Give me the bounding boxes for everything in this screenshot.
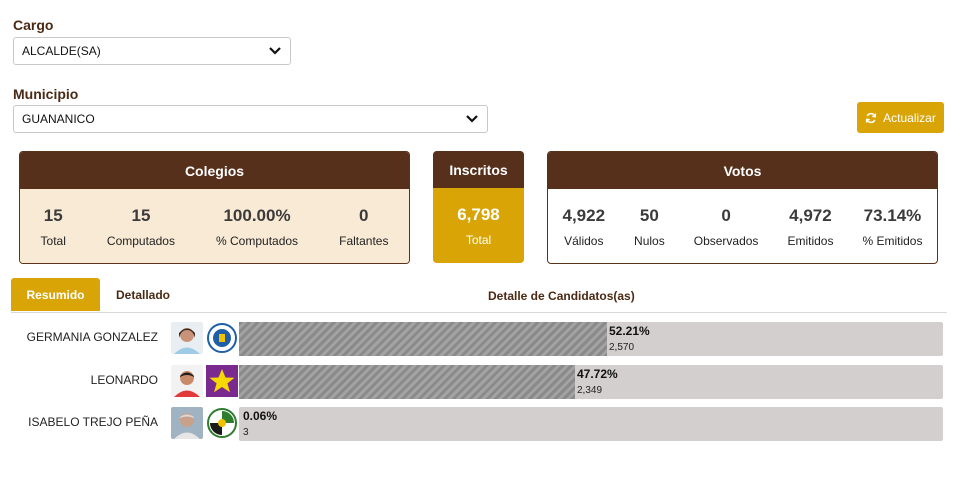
vote-percent: 52.21% bbox=[609, 324, 650, 338]
party-logo-icon bbox=[207, 408, 237, 438]
stat-label: % Computados bbox=[216, 233, 299, 248]
inscritos-card: Inscritos 6,798 Total bbox=[433, 151, 524, 263]
vote-bar-fill bbox=[239, 365, 575, 399]
cargo-label: Cargo bbox=[13, 17, 54, 33]
candidate-photo-icon bbox=[171, 365, 203, 397]
vote-bar-track: 52.21% 2,570 bbox=[239, 322, 943, 356]
stat-label: Nulos bbox=[634, 233, 665, 248]
votos-emitidos-stat: 4,972 Emitidos bbox=[787, 206, 833, 248]
votos-pct-emitidos-stat: 73.14% % Emitidos bbox=[862, 206, 922, 248]
colegios-computados-stat: 15 Computados bbox=[107, 206, 175, 248]
municipio-select-value: GUANANICO bbox=[22, 112, 95, 126]
stat-label: Emitidos bbox=[787, 233, 834, 248]
vote-bar-fill bbox=[239, 322, 607, 356]
colegios-pct-computados-stat: 100.00% % Computados bbox=[216, 206, 298, 248]
stat-value: 73.14% bbox=[863, 205, 922, 225]
party-logo-icon bbox=[207, 323, 237, 353]
colegios-total-stat: 15 Total bbox=[41, 206, 66, 248]
stat-value: 15 bbox=[131, 205, 151, 225]
tab-detallado[interactable]: Detallado bbox=[115, 287, 170, 302]
municipio-label: Municipio bbox=[13, 86, 79, 102]
stat-label: % Emitidos bbox=[862, 233, 923, 248]
chevron-down-icon bbox=[269, 47, 281, 55]
stat-value: 50 bbox=[639, 205, 659, 225]
colegios-faltantes-stat: 0 Faltantes bbox=[339, 206, 388, 248]
tab-resumido[interactable]: Resumido bbox=[11, 278, 100, 311]
candidate-photo-icon bbox=[171, 407, 203, 439]
candidate-row: ISABELO TREJO PEÑA 0.06% 3 bbox=[11, 405, 947, 441]
stat-value: 4,972 bbox=[789, 205, 832, 225]
refresh-icon bbox=[866, 112, 877, 123]
municipio-select[interactable]: GUANANICO bbox=[13, 105, 488, 133]
candidate-name: ISABELO TREJO PEÑA bbox=[28, 415, 158, 429]
update-button-label: Actualizar bbox=[883, 110, 936, 125]
stat-value: 0 bbox=[721, 205, 731, 225]
vote-count: 3 bbox=[243, 427, 249, 438]
vote-count: 2,570 bbox=[609, 342, 635, 353]
vote-count: 2,349 bbox=[577, 385, 603, 396]
candidate-row: LEONARDO 47.72% 2,349 bbox=[11, 363, 947, 399]
vote-bar-track: 0.06% 3 bbox=[239, 407, 943, 441]
inscritos-title: Inscritos bbox=[433, 151, 524, 188]
stat-value: 6,798 bbox=[457, 204, 500, 224]
candidate-name: LEONARDO bbox=[90, 373, 158, 387]
colegios-card: Colegios 15 Total 15 Computados 100.00% … bbox=[19, 151, 410, 264]
colegios-title: Colegios bbox=[20, 152, 409, 189]
stat-label: Faltantes bbox=[339, 233, 389, 248]
candidate-row: GERMANIA GONZALEZ 52.21% 2,570 bbox=[11, 320, 947, 356]
tab-divider bbox=[11, 312, 947, 313]
stat-label: Válidos bbox=[564, 233, 604, 248]
stat-label: Computados bbox=[106, 233, 175, 248]
vote-percent: 0.06% bbox=[243, 409, 278, 423]
votos-card: Votos 4,922 Válidos 50 Nulos 0 Observado… bbox=[547, 151, 938, 264]
cargo-select-value: ALCALDE(SA) bbox=[22, 44, 101, 58]
votos-nulos-stat: 50 Nulos bbox=[634, 206, 665, 248]
cargo-select[interactable]: ALCALDE(SA) bbox=[13, 37, 291, 65]
candidate-photo-icon bbox=[171, 322, 203, 354]
stat-value: 15 bbox=[43, 205, 63, 225]
candidate-name: GERMANIA GONZALEZ bbox=[26, 330, 158, 344]
stat-value: 0 bbox=[359, 205, 369, 225]
stat-value: 4,922 bbox=[562, 205, 606, 225]
stat-label: Total bbox=[465, 232, 492, 247]
vote-bar-track: 47.72% 2,349 bbox=[239, 365, 943, 399]
stat-label: Total bbox=[40, 233, 66, 248]
candidates-section-title: Detalle de Candidatos(as) bbox=[488, 289, 635, 303]
stat-label: Observados bbox=[693, 233, 759, 248]
inscritos-total-stat: 6,798 Total bbox=[457, 205, 500, 247]
vote-percent: 47.72% bbox=[577, 367, 618, 381]
chevron-down-icon bbox=[466, 115, 478, 123]
votos-validos-stat: 4,922 Válidos bbox=[563, 206, 606, 248]
votos-observados-stat: 0 Observados bbox=[694, 206, 759, 248]
votos-title: Votos bbox=[548, 152, 937, 189]
stat-value: 100.00% bbox=[223, 205, 291, 225]
party-logo-icon bbox=[206, 365, 238, 397]
update-button[interactable]: Actualizar bbox=[857, 102, 944, 133]
